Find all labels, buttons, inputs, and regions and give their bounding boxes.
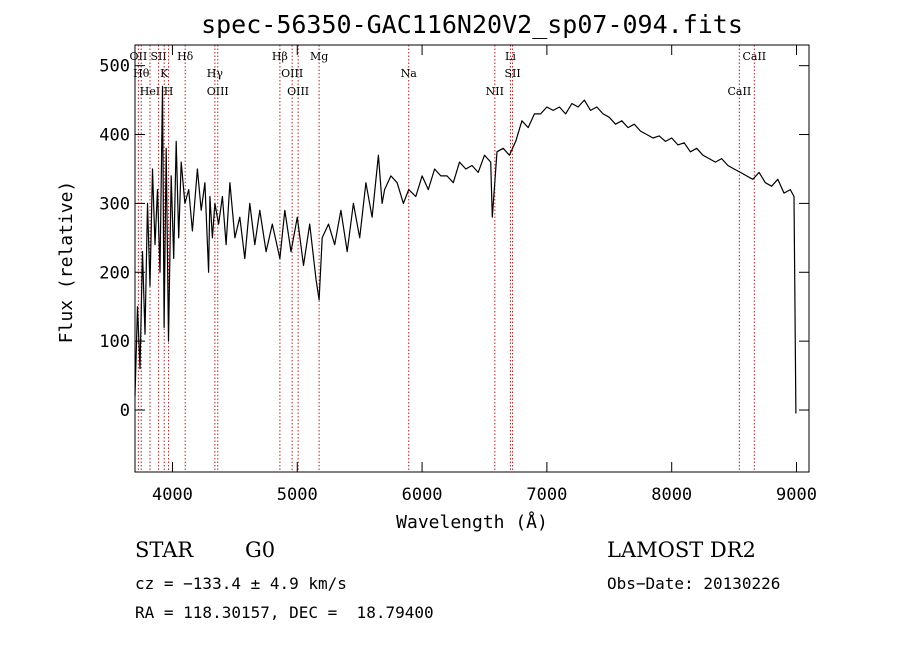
spectrum-series bbox=[134, 85, 797, 414]
y-tick-label: 100 bbox=[99, 332, 130, 352]
y-axis-label: Flux (relative) bbox=[56, 181, 77, 344]
line-marker-label: Hδ bbox=[177, 50, 194, 63]
line-marker-label: K bbox=[160, 67, 169, 80]
y-tick-label: 500 bbox=[99, 57, 130, 77]
line-marker-label: NII bbox=[486, 85, 504, 98]
x-tick-label: 5000 bbox=[277, 485, 318, 505]
line-marker-label: Li bbox=[505, 50, 516, 63]
survey-name: LAMOST DR2 bbox=[607, 538, 756, 562]
y-tick-label: 200 bbox=[99, 263, 130, 283]
line-marker-label: OII bbox=[130, 50, 148, 63]
x-tick-label: 4000 bbox=[152, 485, 193, 505]
chart-title: spec-56350-GAC116N20V2_sp07-094.fits bbox=[201, 10, 743, 39]
line-marker-label: OIII bbox=[207, 85, 229, 98]
line-marker-label: Hβ bbox=[272, 50, 288, 63]
x-tick-label: 9000 bbox=[776, 485, 817, 505]
sky-coordinates: RA = 118.30157, DEC = 18.79400 bbox=[135, 603, 434, 622]
x-tick-label: 8000 bbox=[651, 485, 692, 505]
line-marker-label: OIII bbox=[281, 67, 303, 80]
line-marker-label: HeI bbox=[140, 85, 160, 98]
x-tick-label: 7000 bbox=[526, 485, 567, 505]
observation-date: Obs−Date: 20130226 bbox=[607, 574, 781, 593]
line-marker-label: Mg bbox=[310, 50, 328, 63]
y-tick-label: 400 bbox=[99, 126, 130, 146]
redshift-velocity: cz = −133.4 ± 4.9 km/s bbox=[135, 574, 347, 593]
line-marker-label: CaII bbox=[742, 50, 766, 63]
line-marker-label: Hγ bbox=[207, 67, 224, 80]
line-marker-label: Hθ bbox=[133, 67, 150, 80]
object-class: STAR bbox=[135, 538, 194, 562]
spectral-line-markers: OII Hθ HeI SII KH Hδ Hγ OIII Hβ OIII OIII Mg Na NII Li… bbox=[130, 45, 766, 472]
x-tick-label: 6000 bbox=[402, 485, 443, 505]
line-marker-label: CaII bbox=[728, 85, 752, 98]
line-marker-label: Na bbox=[401, 67, 418, 80]
spectrum-line bbox=[134, 85, 797, 414]
y-tick-label: 300 bbox=[99, 194, 130, 214]
line-marker-label: SII bbox=[504, 67, 520, 80]
object-subclass: G0 bbox=[245, 538, 276, 562]
line-marker-label: OIII bbox=[287, 85, 309, 98]
line-marker-label: SII bbox=[150, 50, 166, 63]
plot-frame bbox=[134, 44, 810, 473]
y-tick-label: 0 bbox=[120, 401, 130, 421]
x-axis-label: Wavelength (Å) bbox=[396, 511, 548, 533]
line-marker-label: H bbox=[164, 85, 174, 98]
axis-ticks: 4000 5000 6000 7000 8000 9000 0 100 200 300 400 500 bbox=[99, 45, 817, 505]
